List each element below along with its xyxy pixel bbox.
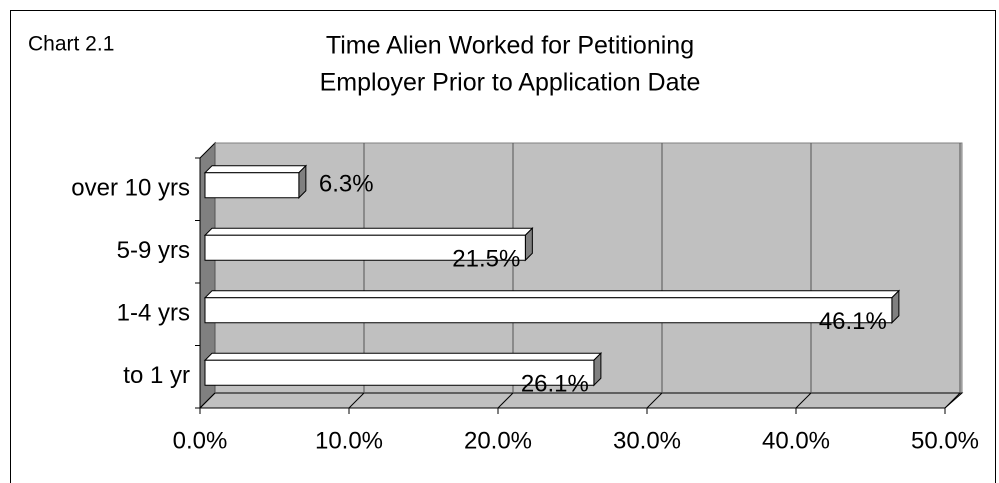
chart-label: Chart 2.1 <box>28 33 114 56</box>
data-label: 26.1% <box>521 371 589 398</box>
data-label: 21.5% <box>452 246 520 273</box>
grid-line <box>795 392 812 409</box>
bar-top <box>203 352 603 361</box>
bar <box>204 359 595 386</box>
chart-title: Employer Prior to Application Date <box>320 69 701 97</box>
x-tick-label: 10.0% <box>315 427 383 454</box>
y-tick-label: over 10 yrs <box>71 175 190 202</box>
bar-top <box>203 227 534 236</box>
x-tick-label: 40.0% <box>762 427 830 454</box>
bar <box>204 234 526 261</box>
grid-line <box>944 392 961 409</box>
y-tick-label: 5-9 yrs <box>117 237 190 264</box>
x-tick-label: 20.0% <box>464 427 532 454</box>
y-tick-label: 1-4 yrs <box>117 300 190 327</box>
grid-line <box>497 392 514 409</box>
bar <box>204 297 893 324</box>
bar <box>204 172 300 199</box>
x-tick-label: 30.0% <box>613 427 681 454</box>
x-tick-label: 0.0% <box>173 427 228 454</box>
bar-top <box>203 165 308 174</box>
x-tick-label: 50.0% <box>911 427 979 454</box>
bar-top <box>203 290 901 299</box>
chart-title: Time Alien Worked for Petitioning <box>326 32 694 60</box>
grid-line <box>199 392 216 409</box>
data-label: 6.3% <box>319 171 374 198</box>
grid-line <box>646 392 663 409</box>
y-tick-label: to 1 yr <box>123 362 190 389</box>
data-label: 46.1% <box>819 308 887 335</box>
grid-line <box>348 392 365 409</box>
chart-frame <box>10 10 996 483</box>
